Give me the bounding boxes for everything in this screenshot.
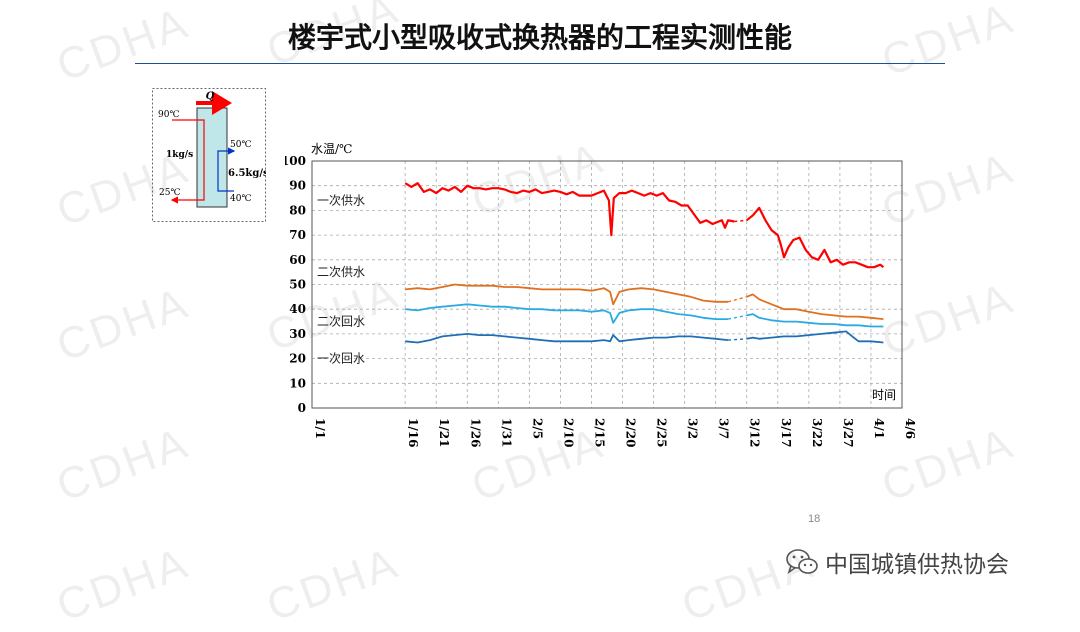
- cold-in-temp: 40℃: [230, 194, 252, 204]
- slide-title: 楼宇式小型吸收式换热器的工程实测性能: [287, 21, 792, 54]
- series-gap-line: [734, 219, 747, 223]
- cold-flow: 6.5kg/s: [228, 168, 266, 179]
- hot-in-temp: 90℃: [158, 110, 180, 120]
- y-tick-label: 70: [289, 228, 306, 242]
- y-tick-label: 40: [289, 302, 306, 316]
- series-label: 一次供水: [317, 194, 365, 208]
- grid-layer: [312, 161, 902, 408]
- series-gap-line: [727, 296, 747, 303]
- series-line: [746, 206, 885, 269]
- y-tick-label: 30: [289, 327, 306, 341]
- x-tick-label: 3/2: [686, 418, 700, 439]
- plot-frame: [311, 160, 903, 409]
- series-line: [746, 330, 884, 344]
- x-tick-label: 1/26: [468, 418, 482, 447]
- y-tick-label: 90: [289, 179, 306, 193]
- watermark: CDHA: [260, 538, 406, 631]
- watermark: CDHA: [50, 538, 196, 631]
- heat-exchanger-diagram: Q 90℃ 1kg/s 25℃ 50℃ 6.5kg/s 40℃: [152, 88, 266, 222]
- watermark: CDHA: [50, 418, 196, 511]
- x-axis-label: 时间: [872, 388, 896, 402]
- exchanger-body: [196, 107, 228, 208]
- x-tick-label: 1/21: [437, 418, 451, 447]
- series-line: [405, 332, 729, 344]
- y-tick-label: 80: [289, 203, 306, 217]
- y-tick-label: 0: [298, 401, 306, 415]
- cold-side-pipe: [217, 147, 236, 192]
- y-tick-label: 50: [289, 278, 306, 292]
- x-tick-label: 1/1: [313, 418, 327, 439]
- y-tick-label: 100: [285, 154, 306, 168]
- brand-footer: 中国城镇供热协会: [785, 545, 1009, 579]
- series-line: [746, 293, 884, 320]
- x-tick-label: 3/22: [810, 418, 824, 447]
- x-tick-label: 2/10: [561, 418, 575, 447]
- cold-out-temp: 50℃: [230, 140, 252, 150]
- x-tick-label: 3/27: [841, 418, 855, 447]
- series-label: 二次供水: [317, 265, 365, 279]
- x-tick-label: 1/16: [406, 418, 420, 447]
- title-rule: [135, 63, 945, 64]
- x-tick-label: 2/5: [530, 418, 544, 439]
- x-tick-label: 4/1: [872, 418, 886, 439]
- watermark: CDHA: [50, 278, 196, 371]
- series-line: [404, 182, 735, 237]
- series-label: 一次回水: [317, 352, 365, 366]
- x-tick-label: 3/12: [748, 418, 762, 447]
- page-number: 18: [808, 513, 821, 525]
- series-line: [746, 313, 884, 328]
- series-line: [405, 303, 729, 324]
- x-tick-label: 4/6: [903, 418, 917, 439]
- hot-out-temp: 25℃: [159, 188, 181, 198]
- x-tick-label: 2/20: [624, 418, 638, 447]
- y-tick-label: 60: [289, 253, 306, 267]
- axis-layer: 0 10 20 30 40 50 60 70 80 90 100 1/1 1/16 1/21 1/26 1/3…: [285, 154, 917, 447]
- x-tick-label: 2/25: [655, 418, 669, 447]
- series-gap-line: [727, 314, 747, 320]
- heat-label: Q: [206, 91, 215, 102]
- x-tick-label: 3/7: [717, 418, 731, 439]
- hot-side-pipe: [170, 119, 205, 204]
- hot-flow: 1kg/s: [166, 150, 193, 160]
- x-tick-label: 3/17: [779, 418, 793, 447]
- x-tick-label: 1/31: [499, 418, 513, 447]
- x-tick-label: 2/15: [592, 418, 606, 447]
- water-temperature-chart: 0 10 20 30 40 50 60 70 80 90 100 1/1 1/16 1/21 1/26 1/3…: [285, 142, 917, 447]
- brand-name: 中国城镇供热协会: [825, 552, 1009, 578]
- series-label: 二次回水: [317, 315, 365, 329]
- series-line: [405, 283, 729, 306]
- series-gap-line: [728, 338, 747, 341]
- wechat-icon: [786, 549, 818, 574]
- series-layer: [404, 182, 885, 344]
- diagram-frame: [152, 88, 266, 222]
- y-tick-label: 10: [289, 376, 306, 390]
- y-axis-label: 水温/℃: [311, 142, 352, 156]
- y-tick-label: 20: [289, 352, 306, 366]
